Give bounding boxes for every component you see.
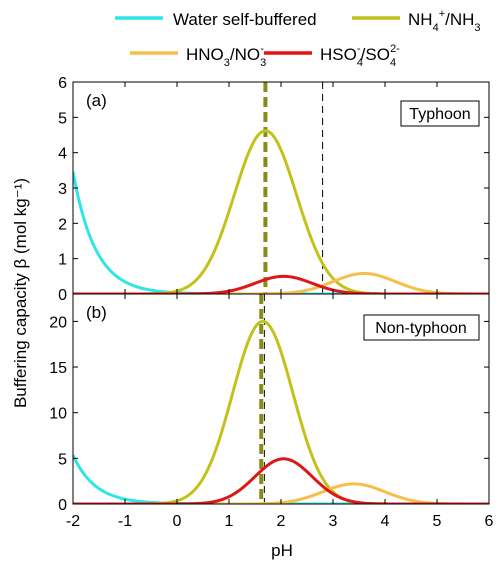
panel-typhoon-ytick-label-0: 0 [58,287,67,304]
panel-typhoon-series-3 [73,274,489,294]
panel-non-typhoon-ytick-label-4: 20 [49,314,67,331]
panel-typhoon-y-axis: 0 1 2 3 4 5 6 [58,75,490,304]
panel-typhoon-title: Typhoon [409,106,470,123]
xtick-label-1: -1 [118,513,132,530]
panel-typhoon-ytick-label-3: 3 [58,181,67,198]
xtick-label-2: 0 [173,513,182,530]
panel-non-typhoon-ytick-label-2: 10 [49,406,67,423]
panel-non-typhoon-series-1 [73,319,489,504]
xtick-label-3: 1 [225,513,234,530]
panel-non-typhoon-series-3 [73,457,489,504]
xtick-label-8: 6 [485,513,494,530]
xtick-label-7: 5 [433,513,442,530]
panel-non-typhoon-y-axis: 0 5 10 15 20 [49,314,489,514]
panel-non-typhoon-label: (b) [86,303,107,322]
panel-typhoon-series-1 [73,129,489,294]
panel-typhoon-ytick-label-1: 1 [58,252,67,269]
xtick-label-4: 2 [277,513,286,530]
panel-typhoon-ytick-label-5: 5 [58,110,67,127]
legend-label-hno3: HNO3/NO3- [186,43,266,69]
panel-typhoon: 0 1 2 3 4 5 6 (a) Typhoon [58,75,490,304]
panel-non-typhoon-ytick-label-1: 5 [58,451,67,468]
legend-entry-nh4: NH4+/NH3 [352,8,481,34]
panel-non-typhoon-ytick-label-0: 0 [58,497,67,514]
panel-typhoon-ytick-label-6: 6 [58,75,67,92]
xtick-label-0: -2 [66,513,80,530]
panel-non-typhoon-ytick-label-3: 15 [49,360,67,377]
y-axis-label: Buffering capacity β (mol kg⁻¹) [11,178,30,408]
panel-typhoon-ytick-label-2: 2 [58,216,67,233]
panel-non-typhoon-title-box [363,314,480,341]
legend-label-nh4: NH4+/NH3 [408,8,481,34]
x-axis-label: pH [271,541,293,560]
legend-entry-hso4: HSO4-/SO42- [264,43,400,69]
panel-non-typhoon-title: Non-typhoon [375,320,467,337]
legend: Water self-buffered NH4+/NH3 HNO3/NO3- H… [115,8,481,69]
x-axis: -2 -1 0 1 2 3 4 5 6 [66,294,494,530]
xtick-label-5: 3 [329,513,338,530]
panel-typhoon-ytick-label-4: 4 [58,146,67,163]
xtick-label-6: 4 [381,513,390,530]
legend-label-hso4: HSO4-/SO42- [320,43,400,69]
panel-non-typhoon: 0 5 10 15 20 -2 -1 0 1 2 3 4 5 6 (b) Non-typhoon [49,293,494,530]
panel-typhoon-title-box [400,100,480,127]
legend-entry-water: Water self-buffered [115,10,317,29]
legend-label-water: Water self-buffered [173,10,317,29]
panel-non-typhoon-series-0 [73,454,489,504]
legend-entry-hno3: HNO3/NO3- [130,43,266,69]
panel-typhoon-label: (a) [86,91,107,110]
